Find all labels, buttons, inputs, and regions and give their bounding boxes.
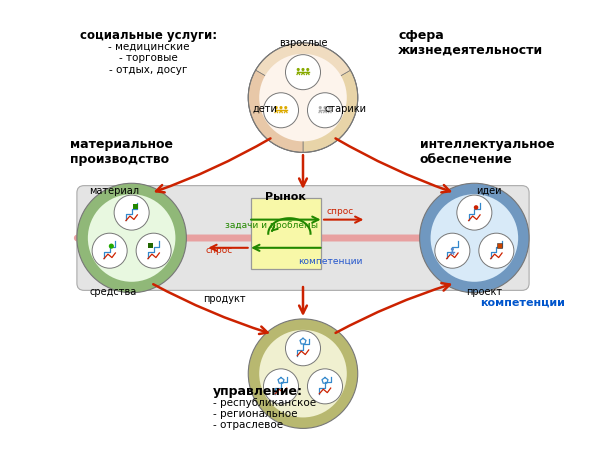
Circle shape [77,183,187,293]
Circle shape [285,331,321,366]
Text: материал: материал [89,186,139,196]
Text: - медицинские: - медицинские [107,42,189,52]
Circle shape [457,195,492,230]
Circle shape [264,369,299,404]
Text: - республиканское: - республиканское [213,398,316,408]
Bar [133,204,138,209]
Circle shape [419,183,529,293]
Bar [497,243,502,248]
Wedge shape [248,70,303,152]
Text: - региональное: - региональное [213,409,297,419]
Text: спрос: спрос [205,246,233,255]
FancyBboxPatch shape [77,186,529,290]
Circle shape [264,93,299,128]
Circle shape [92,233,127,268]
Text: компетенции: компетенции [298,257,362,266]
Circle shape [297,68,300,71]
Circle shape [248,319,358,428]
Circle shape [248,43,358,152]
Circle shape [324,106,327,109]
Bar [148,243,153,248]
Text: - торговые: - торговые [119,53,178,63]
Circle shape [259,330,347,417]
Text: продукт: продукт [203,294,245,304]
Circle shape [435,233,470,268]
Circle shape [88,194,175,282]
Circle shape [279,106,282,109]
Circle shape [109,244,114,248]
Text: средства: средства [90,287,137,297]
Text: обеспечение: обеспечение [419,153,512,166]
Circle shape [275,106,278,109]
Circle shape [136,233,171,268]
Text: материальное: материальное [70,138,173,151]
Circle shape [479,233,514,268]
Wedge shape [303,70,358,152]
Text: идеи: идеи [476,186,502,196]
Text: взрослые: взрослые [279,38,327,48]
Text: Рынок: Рынок [265,192,306,202]
Circle shape [306,68,309,71]
Circle shape [307,369,342,404]
FancyBboxPatch shape [251,198,321,269]
Text: проект: проект [466,287,502,297]
Circle shape [307,93,342,128]
Text: сфера: сфера [398,29,444,41]
Text: - отдых, досуг: - отдых, досуг [109,65,187,75]
Text: компетенции: компетенции [480,298,565,307]
Circle shape [114,195,149,230]
Text: производство: производство [70,153,169,166]
Circle shape [451,248,454,251]
Circle shape [285,55,321,89]
Circle shape [431,194,518,282]
Text: - отраслевое: - отраслевое [213,420,282,430]
Circle shape [474,205,478,210]
Circle shape [301,68,305,71]
Text: управление:: управление: [213,385,302,397]
Text: старики: старики [325,104,367,114]
Text: спрос: спрос [326,207,353,216]
Text: жизнедеятельности: жизнедеятельности [398,44,544,57]
Wedge shape [256,43,350,98]
Circle shape [319,106,322,109]
Text: интеллектуальное: интеллектуальное [419,138,554,151]
Text: социальные услуги:: социальные услуги: [80,29,217,41]
Circle shape [259,54,347,141]
Text: дети: дети [253,104,278,114]
Circle shape [284,106,287,109]
Circle shape [328,106,331,109]
Text: задачи и проблемы: задачи и проблемы [225,221,318,230]
